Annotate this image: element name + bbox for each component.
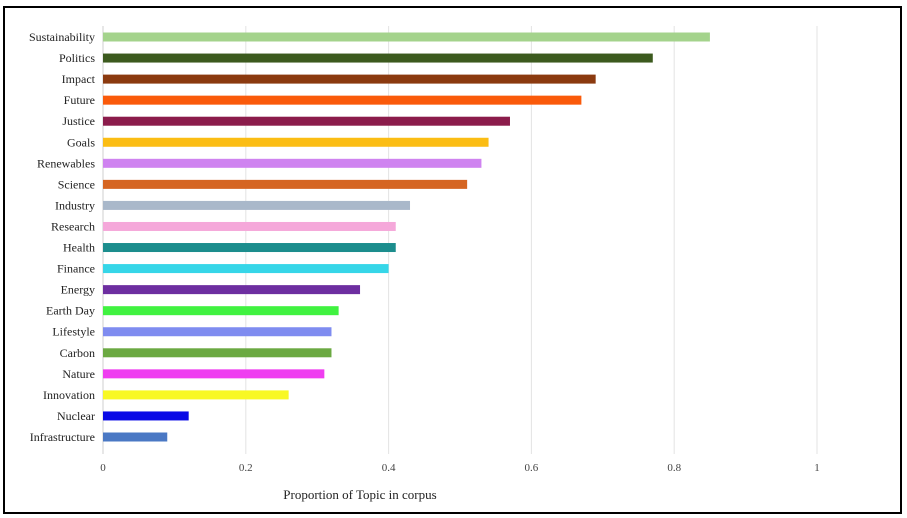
bar-justice: [103, 116, 510, 126]
bar-lifestyle: [103, 327, 332, 337]
x-tick-label: 0: [100, 462, 106, 474]
category-label: Renewables: [37, 156, 95, 170]
category-label: Nuclear: [57, 409, 95, 423]
bar-nature: [103, 369, 325, 379]
bar-industry: [103, 200, 411, 210]
category-label: Infrastructure: [30, 430, 95, 444]
x-tick-label: 1: [814, 462, 820, 474]
bar-sustainability: [103, 32, 710, 42]
bar-renewables: [103, 158, 482, 168]
bar-infrastructure: [103, 432, 168, 442]
category-label: Finance: [57, 262, 95, 276]
category-label: Future: [64, 93, 95, 107]
bar-energy: [103, 285, 361, 295]
category-label: Goals: [67, 135, 95, 149]
category-label: Health: [63, 241, 95, 255]
bar-science: [103, 179, 468, 189]
x-axis-title: Proportion of Topic in corpus: [283, 487, 436, 502]
bar-future: [103, 95, 582, 105]
x-tick-labels: 0 0.2 0.4 0.6 0.8 1: [100, 462, 820, 474]
category-labels: Sustainability Politics Impact Future Justic…: [29, 30, 96, 444]
category-label: Innovation: [43, 388, 95, 402]
bar-finance: [103, 264, 389, 274]
category-label: Lifestyle: [52, 325, 95, 339]
x-tick-label: 0.4: [382, 462, 396, 474]
bar-earth-day: [103, 306, 339, 316]
bar-chart: Sustainability Politics Impact Future Justic…: [29, 26, 820, 502]
category-label: Nature: [62, 367, 95, 381]
bar-carbon: [103, 348, 332, 358]
category-label: Impact: [62, 72, 96, 86]
grid-lines: [102, 26, 818, 454]
chart-frame: Sustainability Politics Impact Future Justic…: [3, 6, 902, 514]
bar-impact: [103, 74, 596, 84]
x-tick-label: 0.8: [667, 462, 681, 474]
x-tick-label: 0.2: [239, 462, 253, 474]
bar-politics: [103, 53, 653, 63]
bar-nuclear: [103, 411, 189, 421]
category-label: Carbon: [60, 346, 95, 360]
category-label: Politics: [59, 51, 95, 65]
bar-innovation: [103, 390, 289, 400]
category-label: Sustainability: [29, 30, 95, 44]
category-label: Earth Day: [46, 304, 95, 318]
category-label: Justice: [62, 114, 95, 128]
category-label: Industry: [55, 198, 95, 212]
bar-goals: [103, 137, 489, 147]
bar-research: [103, 221, 396, 231]
category-label: Science: [58, 177, 95, 191]
category-label: Energy: [61, 283, 95, 297]
x-tick-label: 0.6: [525, 462, 539, 474]
category-label: Research: [51, 219, 95, 233]
bars: [103, 32, 710, 442]
bar-health: [103, 243, 396, 253]
